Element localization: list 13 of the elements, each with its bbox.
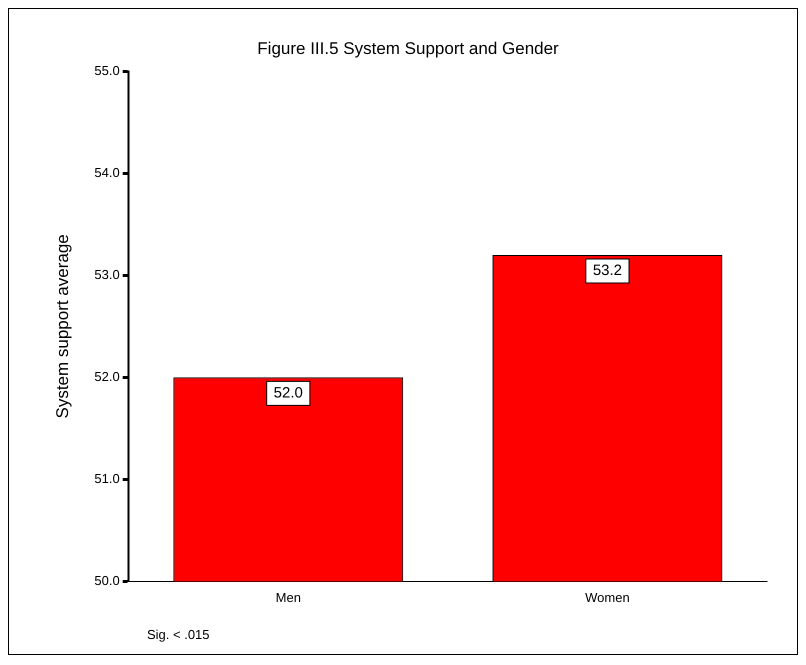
text: Sig. < .015 (147, 627, 210, 642)
y-tick-label: 53.0 (94, 266, 120, 282)
y-tick-label: 55.0 (94, 62, 120, 78)
data-label: 52.0 (274, 384, 303, 402)
y-tick-label: 50.0 (94, 572, 120, 588)
x-tick-label: Men (276, 590, 301, 605)
data-label: 53.2 (592, 262, 622, 280)
x-tick-label: Women (585, 590, 630, 605)
y-tick-label: 54.0 (94, 164, 120, 180)
y-tick-label: 51.0 (94, 470, 120, 486)
chart-title: Figure III.5 System Support and Gender (257, 38, 560, 58)
y-axis-title: System support average (52, 234, 72, 419)
y-tick-label: 52.0 (94, 368, 120, 384)
